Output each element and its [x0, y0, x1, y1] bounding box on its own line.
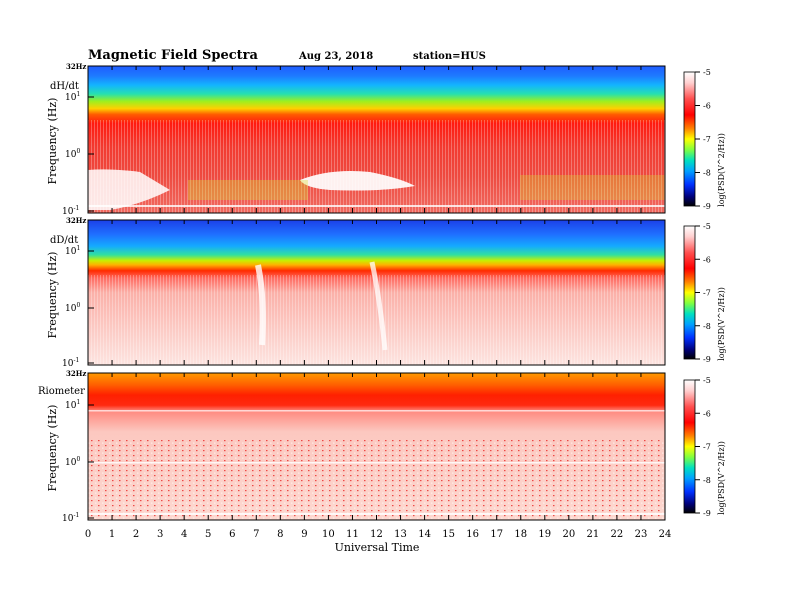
x-tick-label: 11 — [346, 529, 359, 540]
colorbar-tick-label: -7 — [703, 289, 711, 298]
spectrogram-dh-yellow-band — [188, 180, 308, 200]
spectrogram-riometer-line-top — [88, 410, 665, 412]
panel-dd-dt-top-freq: 32Hz — [66, 216, 86, 225]
x-tick-label: 19 — [538, 529, 551, 540]
panel-dh-dt-top-freq: 32Hz — [66, 62, 86, 71]
spectrogram-dd-arc-1 — [255, 264, 266, 346]
colorbar-tick-label: -5 — [703, 376, 711, 385]
panel-dh-dt: dH/dt 32Hz Frequency (Hz) 101 100 10-1 — [46, 62, 666, 217]
panel-dh-dt-label: dH/dt — [50, 81, 79, 92]
panel-dh-dt-ylabel: Frequency (Hz) — [46, 98, 59, 185]
x-tick-label: 6 — [229, 529, 235, 540]
colorbar-tick-label: -9 — [703, 355, 711, 364]
panel-riometer-label: Riometer — [38, 386, 85, 397]
colorbar-dd-label: log(PSD(V^2/Hz)) — [717, 287, 726, 361]
colorbar-dh-label: log(PSD(V^2/Hz)) — [717, 133, 726, 207]
colorbar-dd-ticks: -5 -6 -7 -8 -9 — [695, 222, 711, 364]
spectrogram-riometer-line-mid — [88, 462, 665, 464]
spectrogram-dh-baseline — [88, 205, 665, 207]
ytick-dh-10-1: 101 — [65, 91, 80, 103]
colorbar-tick-label: -6 — [703, 409, 711, 418]
colorbar-riometer: -5 -6 -7 -8 -9 log(PSD(V^2/Hz)) — [683, 376, 726, 518]
x-tick-label: 21 — [587, 529, 600, 540]
x-tick-label: 2 — [133, 529, 139, 540]
x-tick-label: 14 — [418, 529, 431, 540]
colorbar-tick-label: -8 — [703, 322, 711, 331]
x-tick-label: 8 — [277, 529, 283, 540]
colorbar-tick-label: -7 — [703, 443, 711, 452]
panel-dd-dt: dD/dt 32Hz Frequency (Hz) 101 100 10-1 — [46, 216, 666, 369]
panel-riometer-top-freq: 32Hz — [66, 369, 86, 378]
colorbar-riometer-ticks: -5 -6 -7 -8 -9 — [695, 376, 711, 518]
x-tick-label: 3 — [157, 529, 163, 540]
colorbar-tick-label: -5 — [703, 68, 711, 77]
colorbar-tick-label: -7 — [703, 135, 711, 144]
colorbar-tick-label: -6 — [703, 102, 711, 111]
ytick-ri-10-0: 100 — [65, 456, 80, 468]
colorbar-tick-label: -6 — [703, 255, 711, 264]
colorbar-tick-label: -9 — [703, 202, 711, 211]
spectrogram-dh-yellow-band-right — [520, 175, 665, 200]
x-tick-label: 22 — [611, 529, 624, 540]
x-tick-label: 7 — [253, 529, 259, 540]
x-tick-label: 0 — [85, 529, 91, 540]
x-tick-label: 4 — [181, 529, 187, 540]
panel-dd-dt-ylabel: Frequency (Hz) — [46, 252, 59, 339]
x-tick-label: 10 — [322, 529, 335, 540]
x-tick-label: 18 — [514, 529, 527, 540]
x-tick-label: 17 — [490, 529, 503, 540]
spectrogram-dh-texture — [88, 120, 665, 213]
colorbar-dh-ticks: -5 -6 -7 -8 -9 — [695, 68, 711, 211]
colorbar-riometer-label: log(PSD(V^2/Hz)) — [717, 441, 726, 515]
ytick-dd-10-neg1: 10-1 — [62, 357, 79, 369]
x-axis: 0 1 2 3 4 5 6 7 8 9 10 11 12 13 14 15 16 17 18 19 20 21 22 23 24 — [85, 66, 672, 540]
figure-title: Magnetic Field Spectra — [88, 48, 259, 63]
x-tick-label: 9 — [301, 529, 307, 540]
colorbar-tick-label: -5 — [703, 222, 711, 231]
x-tick-label: 15 — [442, 529, 455, 540]
station-label: station=HUS — [413, 51, 486, 62]
ytick-ri-10-neg1: 10-1 — [62, 512, 79, 524]
colorbar-dd: -5 -6 -7 -8 -9 log(PSD(V^2/Hz)) — [683, 222, 726, 364]
spectrogram-dd-arc-2 — [369, 261, 388, 351]
colorbar-tick-label: -8 — [703, 476, 711, 485]
panel-dd-dt-label: dD/dt — [50, 235, 78, 246]
x-tick-label: 24 — [659, 529, 672, 540]
x-axis-label: Universal Time — [335, 541, 420, 554]
ytick-dd-10-1: 101 — [65, 245, 80, 257]
panel-riometer: Riometer 32Hz Frequency (Hz) 101 100 10-… — [38, 369, 666, 524]
x-tick-label: 16 — [466, 529, 479, 540]
spectrogram-riometer-texture — [88, 440, 665, 520]
x-tick-label: 12 — [370, 529, 383, 540]
spectrogram-dh-gap-center — [300, 171, 415, 191]
ytick-dd-10-0: 100 — [65, 302, 80, 314]
spectrogram-riometer-line-bottom — [88, 513, 665, 515]
spectrogram-dh-gap-left — [88, 169, 170, 210]
date-label: Aug 23, 2018 — [298, 51, 373, 62]
x-tick-label: 20 — [562, 529, 575, 540]
colorbar-tick-label: -9 — [703, 509, 711, 518]
colorbar-riometer-bar — [683, 379, 696, 514]
ytick-ri-10-1: 101 — [65, 399, 80, 411]
x-tick-label: 5 — [205, 529, 211, 540]
x-tick-label: 1 — [109, 529, 115, 540]
ytick-dh-10-0: 100 — [65, 148, 80, 160]
panel-riometer-ylabel: Frequency (Hz) — [46, 405, 59, 492]
colorbar-tick-label: -8 — [703, 169, 711, 178]
colorbar-dh: -5 -6 -7 -8 -9 log(PSD(V^2/Hz)) — [683, 68, 726, 211]
colorbar-dd-bar — [683, 225, 696, 360]
x-tick-label: 23 — [635, 529, 648, 540]
x-tick-label: 13 — [394, 529, 407, 540]
colorbar-dh-bar — [683, 71, 696, 207]
